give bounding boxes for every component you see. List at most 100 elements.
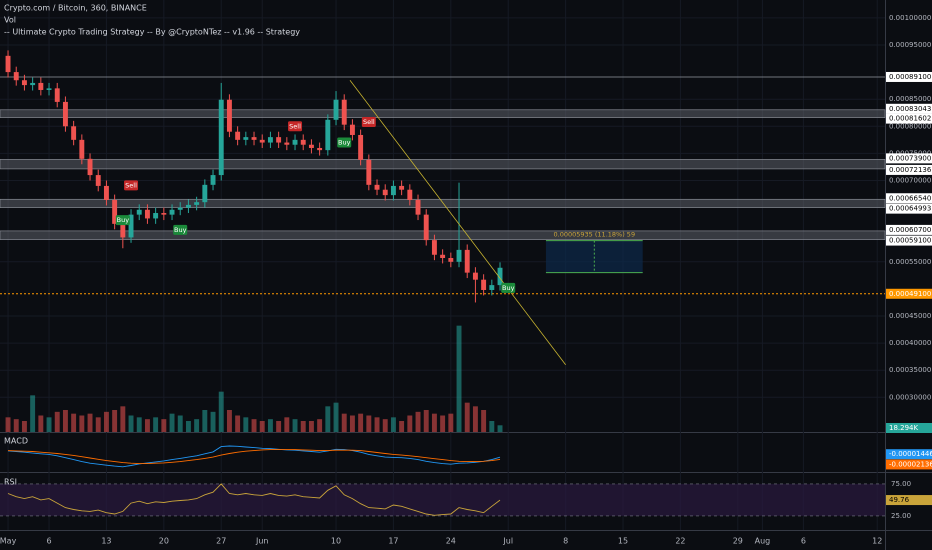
volume-bar xyxy=(456,325,462,432)
candle-body xyxy=(448,258,454,262)
candle-body xyxy=(366,159,372,185)
candle-body xyxy=(54,88,60,102)
volume-bar xyxy=(202,410,208,432)
axis-tag-label: 0.00066540 xyxy=(889,194,931,202)
volume-bar xyxy=(415,411,421,432)
volume-bar xyxy=(300,421,306,432)
volume-bar xyxy=(185,421,191,432)
candle-body xyxy=(202,184,208,203)
x-tick-label: 10 xyxy=(331,537,341,546)
volume-bar xyxy=(349,415,355,432)
volume-bar xyxy=(308,421,314,432)
signal-label: Sell xyxy=(289,122,301,130)
x-tick-label: 27 xyxy=(216,537,226,546)
candle-body xyxy=(497,267,503,286)
volume-bar xyxy=(136,417,142,432)
candle-body xyxy=(38,82,44,90)
candle-body xyxy=(333,99,339,120)
signal-badge xyxy=(337,137,352,148)
axis-tag-label: 0.00049100 xyxy=(889,290,931,298)
candle-body xyxy=(161,213,167,215)
volume-bar xyxy=(333,402,339,432)
volume-bar xyxy=(243,417,249,432)
y-tick-label: 0.00095000 xyxy=(889,41,931,49)
volume-bar xyxy=(38,415,44,432)
candle-body xyxy=(95,175,101,186)
volume-bar xyxy=(317,419,323,432)
volume-bar xyxy=(325,406,331,432)
x-tick-label: 20 xyxy=(159,537,169,546)
candle-body xyxy=(284,142,290,145)
candle-body xyxy=(30,82,36,86)
candle-body xyxy=(390,185,396,196)
y-tick-label: 25.00 xyxy=(891,512,911,520)
x-tick-label: 29 xyxy=(733,537,743,546)
macd-title: MACD xyxy=(4,437,28,446)
volume-bar xyxy=(153,417,159,432)
candle-body xyxy=(251,137,257,140)
axis-tag-label: 49.76 xyxy=(889,496,910,504)
volume-bar xyxy=(276,421,282,432)
candle-body xyxy=(292,139,298,145)
candle-body xyxy=(341,99,347,125)
candle-body xyxy=(276,137,282,143)
volume-bar xyxy=(235,415,241,432)
candle-body xyxy=(128,214,134,238)
candle-body xyxy=(267,137,273,143)
volume-bar xyxy=(54,411,60,432)
axis-tag-label: -0.00002136 xyxy=(889,460,932,468)
candle-body xyxy=(349,124,355,135)
candle-body xyxy=(325,119,331,151)
volume-bar xyxy=(30,395,36,432)
x-tick-label: 6 xyxy=(801,537,806,546)
x-tick-label: Jun xyxy=(255,537,269,546)
candle-body xyxy=(358,134,364,160)
volume-bar xyxy=(423,410,429,432)
axis-tag-label: 0.00060700 xyxy=(889,226,931,234)
candle-body xyxy=(399,185,405,190)
axis-tag xyxy=(886,193,932,204)
volume-bar xyxy=(440,415,446,432)
x-tick-label: 15 xyxy=(618,537,628,546)
volume-bar xyxy=(399,421,405,432)
candle-body xyxy=(185,204,191,208)
zone xyxy=(0,230,886,240)
rsi-title: RSI xyxy=(4,478,17,487)
x-tick-label: 13 xyxy=(101,537,111,546)
signal-label: Sell xyxy=(363,118,375,126)
signal-label: Buy xyxy=(338,139,351,147)
axis-tag xyxy=(886,164,932,175)
y-tick-label: 0.00100000 xyxy=(889,14,931,22)
volume-bar xyxy=(489,421,495,432)
signal-label: Buy xyxy=(174,226,187,234)
y-tick-label: 75.00 xyxy=(891,480,911,488)
volume-bar xyxy=(21,421,27,432)
volume-bar xyxy=(79,415,85,432)
volume-bar xyxy=(177,415,183,432)
candle-body xyxy=(415,200,421,215)
axis-tag-label: 0.00064993 xyxy=(889,205,931,213)
series-line xyxy=(7,445,501,468)
axis-tag xyxy=(886,288,932,299)
candle-body xyxy=(5,55,11,73)
volume-bar xyxy=(95,417,101,432)
volume-bar xyxy=(71,413,77,432)
axis-tag xyxy=(886,449,932,460)
signal-badge xyxy=(288,121,303,132)
candle-body xyxy=(431,240,437,255)
y-tick-label: 0.00080000 xyxy=(889,122,931,130)
y-tick-label: 0.00055000 xyxy=(889,258,931,266)
trendline xyxy=(349,79,566,366)
volume-bar xyxy=(128,415,134,432)
candle-body xyxy=(235,131,241,140)
volume-bar xyxy=(390,417,396,432)
candle-body xyxy=(79,139,85,159)
zone xyxy=(0,198,886,208)
volume-bar xyxy=(226,410,232,432)
x-tick-label: 22 xyxy=(675,537,685,546)
volume-bar xyxy=(497,425,503,432)
axis-tag xyxy=(886,224,932,235)
zone xyxy=(0,159,886,170)
